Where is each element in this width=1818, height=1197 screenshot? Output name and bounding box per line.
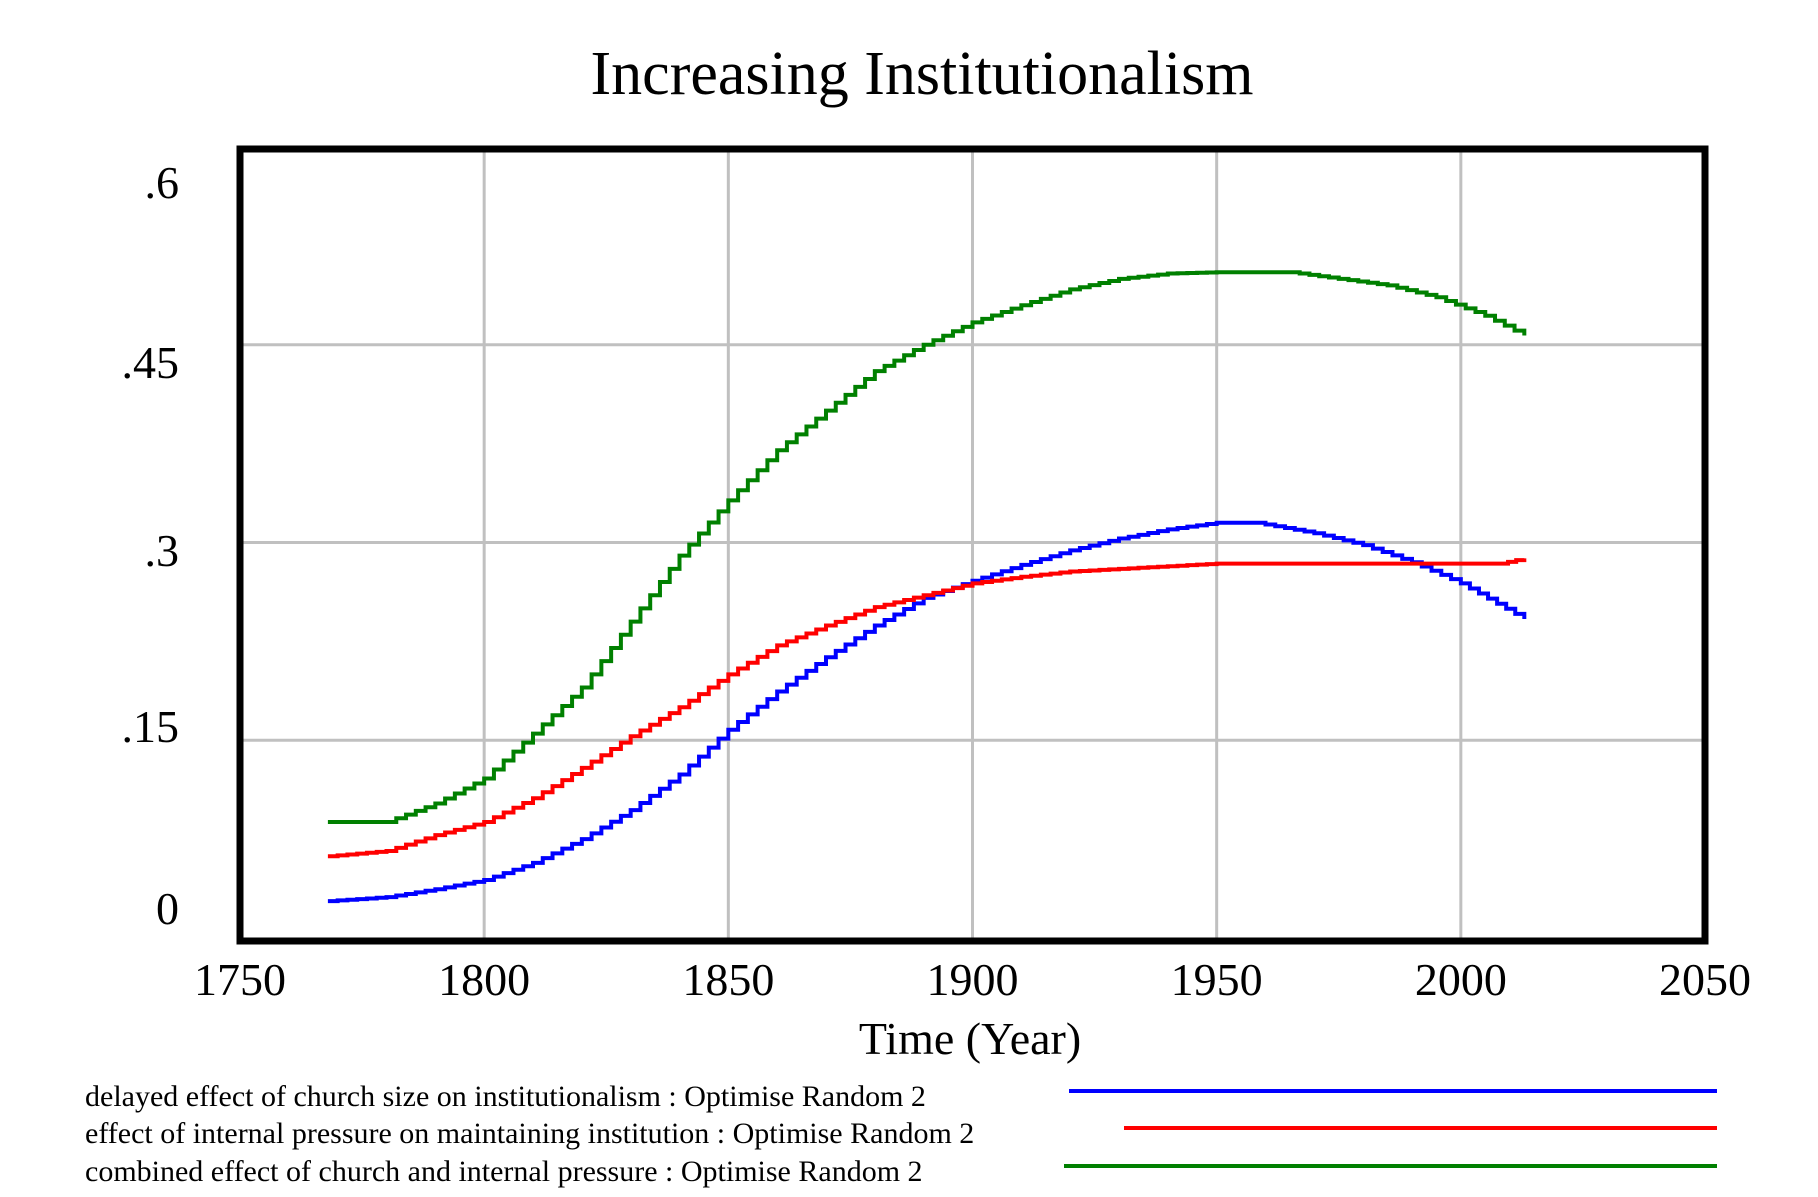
series-lines: [327, 270, 1527, 904]
x-axis-ticks: 1750 1800 1850 1900 1950 2000 2050: [194, 954, 1751, 1005]
legend-label: combined effect of church and internal p…: [85, 1155, 923, 1188]
y-axis-ticks: 0 .15 .3 .45 .6: [122, 157, 180, 934]
legend-label: effect of internal pressure on maintaini…: [85, 1117, 974, 1150]
x-axis-label: Time (Year): [859, 1013, 1081, 1064]
x-tick-label: 1800: [438, 954, 530, 1005]
x-tick-label: 1950: [1171, 954, 1263, 1005]
series-line-2: [327, 558, 1527, 859]
series-line-1: [327, 520, 1527, 904]
x-tick-label: 1750: [194, 954, 286, 1005]
y-tick-label: .45: [122, 337, 180, 388]
y-tick-label: .6: [145, 157, 180, 208]
series-line-3: [327, 270, 1527, 824]
x-tick-label: 1900: [927, 954, 1019, 1005]
legend: delayed effect of church size on institu…: [85, 1080, 1717, 1188]
legend-label: delayed effect of church size on institu…: [85, 1080, 926, 1113]
y-tick-label: .15: [122, 701, 180, 752]
y-tick-label: .3: [145, 525, 180, 576]
chart-title: Increasing Institutionalism: [591, 40, 1254, 108]
x-tick-label: 2000: [1415, 954, 1507, 1005]
y-tick-label: 0: [156, 883, 179, 934]
plot-frame: [236, 145, 1709, 945]
gridlines: [240, 149, 1705, 941]
x-tick-label: 2050: [1659, 954, 1751, 1005]
x-tick-label: 1850: [682, 954, 774, 1005]
